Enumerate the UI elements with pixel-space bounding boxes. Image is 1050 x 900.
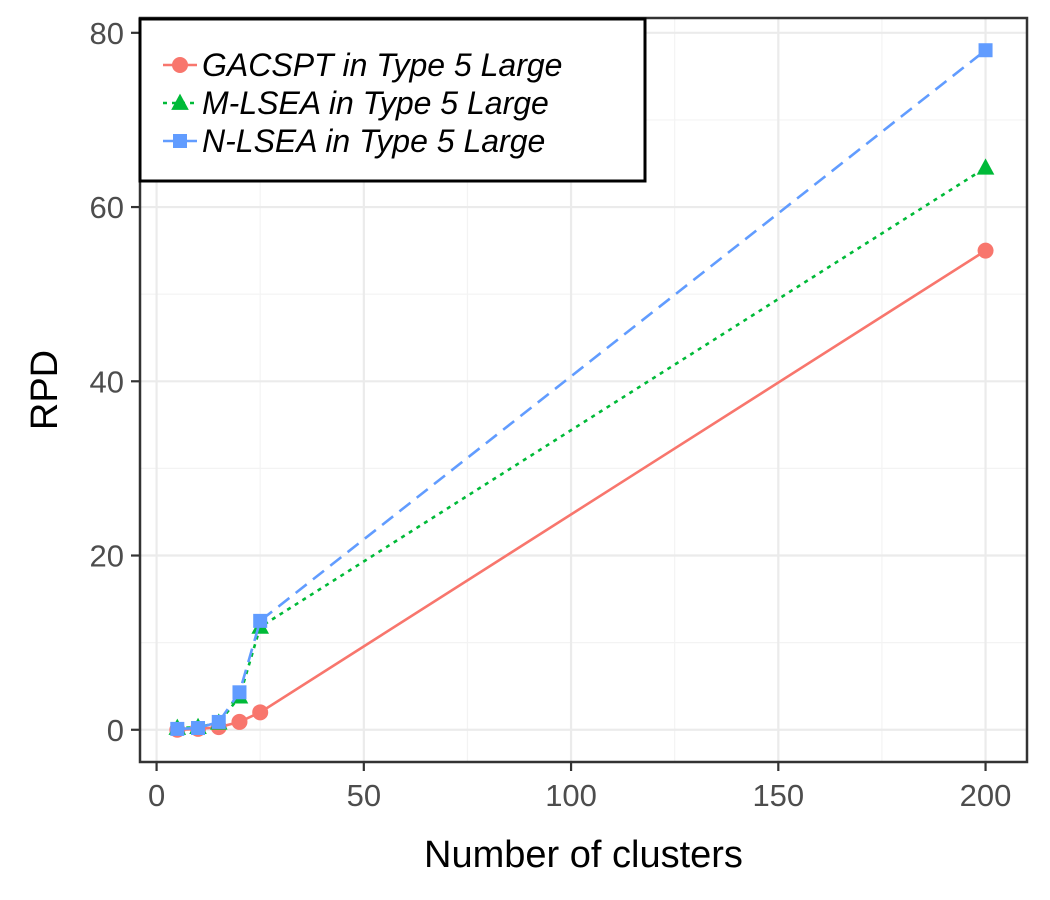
series-line (177, 166, 987, 730)
legend-label: M-LSEA in Type 5 Large (202, 85, 549, 121)
data-point-square (211, 714, 226, 729)
data-point-triangle (976, 158, 995, 175)
data-point-circle (172, 57, 188, 73)
x-tick-label: 200 (960, 778, 1012, 813)
y-tick-label: 0 (107, 713, 124, 748)
axes: 0 50 100 150 200 0 20 40 60 80 (90, 16, 1012, 813)
y-tick-label: 20 (90, 539, 124, 574)
data-point-square (170, 721, 185, 736)
y-tick-label: 60 (90, 190, 124, 225)
legend-label: GACSPT in Type 5 Large (202, 47, 562, 83)
x-tick-label: 100 (545, 778, 597, 813)
data-point-square (232, 685, 247, 700)
legend-label: N-LSEA in Type 5 Large (202, 123, 545, 159)
x-tick-label: 150 (752, 778, 804, 813)
series-layer (168, 43, 995, 738)
data-point-circle (252, 704, 269, 721)
data-point-circle (977, 242, 994, 259)
data-point-square (253, 613, 268, 628)
series-square (170, 43, 993, 736)
data-point-triangle (171, 93, 189, 110)
x-tick-label: 0 (148, 778, 165, 813)
data-point-square (191, 721, 206, 736)
data-point-square (978, 43, 993, 58)
data-point-circle (231, 713, 248, 730)
y-axis-title: RPD (24, 350, 66, 430)
data-point-square (173, 134, 187, 148)
legend-box (138, 17, 647, 183)
y-tick-label: 40 (90, 364, 124, 399)
y-tick-label: 80 (90, 16, 124, 51)
x-axis-title: Number of clusters (424, 834, 743, 876)
x-tick-label: 50 (347, 778, 381, 813)
